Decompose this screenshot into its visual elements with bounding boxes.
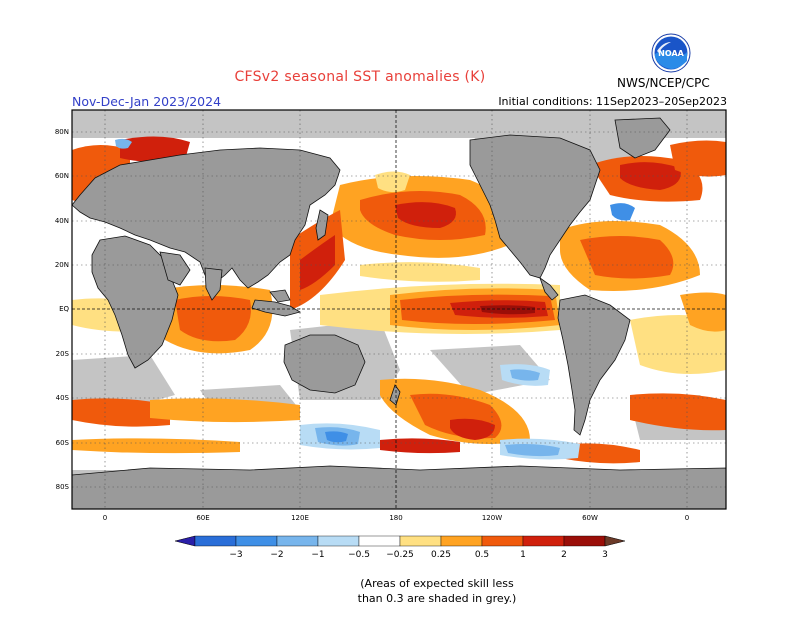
colorbar-segment (399, 535, 442, 547)
colorbar-segment (563, 535, 606, 547)
arabia (159, 251, 191, 286)
footnote-line-2: than 0.3 are shaded in grey.) (357, 592, 517, 605)
equator-dateline (72, 110, 726, 509)
footnote-line-1: (Areas of expected skill less (360, 577, 514, 590)
colorbar-label: −0.5 (348, 550, 370, 560)
lon-label: 60E (196, 514, 209, 522)
lon-label: 0 (103, 514, 107, 522)
colorbar-label: 2 (561, 550, 567, 560)
skill-footnote: (Areas of expected skill less than 0.3 a… (0, 576, 800, 606)
central-america (539, 276, 559, 301)
lat-label: 40N (55, 217, 69, 225)
australia (283, 334, 366, 394)
lon-label: 60W (582, 514, 598, 522)
colorbar-segment (194, 535, 237, 547)
logo-text: NOAA (658, 49, 684, 58)
noaa-logo-icon: NOAA (651, 33, 691, 73)
lat-label: 80S (56, 483, 70, 491)
colorbar-segment (358, 535, 401, 547)
lat-label: 20S (56, 350, 70, 358)
lon-label: 180 (389, 514, 402, 522)
colorbar-label: 0.25 (431, 550, 451, 560)
lat-label: 80N (55, 128, 69, 136)
colorbar-arrow-right (604, 535, 626, 547)
greenland (614, 117, 671, 159)
lon-label: 120W (482, 514, 502, 522)
colorbar: −3 −2 −1 −0.5 −0.25 0.25 0.5 1 2 3 (174, 535, 626, 560)
lat-labels: 80N 60N 40N 20N EQ 20S 40S 60S 80S (55, 128, 70, 491)
lat-label: 40S (56, 394, 70, 402)
colorbar-segment (522, 535, 565, 547)
colorbar-label: −1 (311, 550, 324, 560)
colorbar-arrow-left (174, 535, 196, 547)
colorbar-segment (317, 535, 360, 547)
lat-label: 60N (55, 172, 69, 180)
borneo (269, 289, 291, 303)
south-america (557, 294, 631, 436)
cool-anomalies (115, 138, 635, 460)
antarctica (72, 465, 726, 509)
forecast-period: Nov-Dec-Jan 2023/2024 (72, 94, 222, 109)
colorbar-segment (481, 535, 524, 547)
map-title: CFSv2 seasonal SST anomalies (K) (234, 69, 486, 85)
colorbar-label: 0.5 (475, 550, 489, 560)
lat-label: 20N (55, 261, 69, 269)
eurasia (72, 147, 341, 289)
japan (315, 209, 329, 241)
north-america (469, 134, 601, 279)
colorbar-segment (276, 535, 319, 547)
title-wrap: CFSv2 seasonal SST anomalies (K) (0, 66, 800, 85)
colorbar-segment (235, 535, 278, 547)
graticule (72, 110, 726, 509)
colorbar-label: 1 (520, 550, 526, 560)
lon-label: 120E (291, 514, 309, 522)
lon-labels: 0 60E 120E 180 120W 60W 0 (103, 514, 689, 522)
colorbar-label: 3 (602, 550, 608, 560)
map-frame (71, 109, 727, 510)
agency-label: NWS/NCEP/CPC (617, 76, 710, 90)
lat-label: 60S (56, 439, 70, 447)
colorbar-segment (440, 535, 483, 547)
land-masses (72, 117, 726, 509)
colorbar-label: −0.25 (386, 550, 414, 560)
lat-label: EQ (59, 305, 69, 313)
lon-label: 0 (685, 514, 689, 522)
colorbar-label: −3 (229, 550, 242, 560)
initial-conditions: Initial conditions: 11Sep2023–20Sep2023 (498, 95, 727, 108)
india (204, 267, 223, 301)
colorbar-label: −2 (270, 550, 283, 560)
